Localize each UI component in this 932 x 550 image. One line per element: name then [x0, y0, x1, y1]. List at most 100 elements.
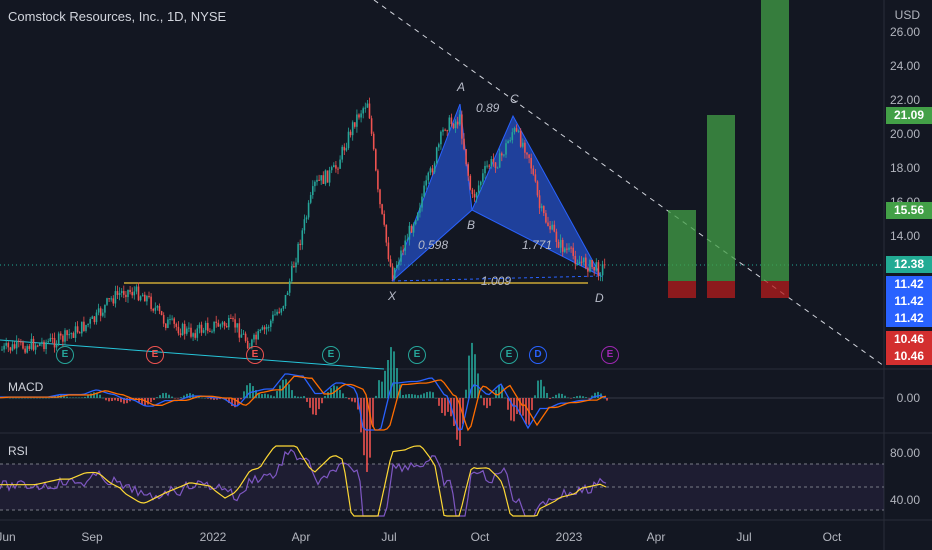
rsi-label[interactable]: RSI: [8, 444, 29, 458]
macd-histogram: [276, 391, 278, 398]
earnings-icon[interactable]: E: [500, 346, 518, 364]
macd-histogram: [348, 398, 350, 400]
candle-body: [385, 224, 388, 243]
candle-body: [339, 159, 341, 169]
macd-histogram: [18, 397, 20, 399]
candle-body: [45, 342, 47, 350]
candle-body: [448, 117, 451, 131]
candle-body: [471, 189, 474, 195]
macd-histogram: [342, 393, 344, 398]
macd-zero-tick: 0.00: [896, 391, 920, 405]
candle-body: [246, 340, 249, 349]
earnings-icon[interactable]: E: [601, 346, 619, 364]
macd-histogram: [264, 393, 266, 398]
candle-body: [267, 326, 270, 328]
candle-body: [95, 312, 98, 323]
macd-histogram: [9, 397, 11, 399]
candle-body: [501, 153, 503, 156]
candle-body: [43, 341, 45, 350]
candle-body: [461, 114, 463, 139]
candle-body: [370, 118, 373, 134]
macd-histogram: [471, 342, 473, 398]
macd-histogram: [576, 396, 578, 398]
symbol-title[interactable]: Comstock Resources, Inc., 1D, NYSE: [8, 9, 227, 24]
candle-body: [209, 330, 211, 332]
macd-histogram: [441, 398, 443, 413]
candle-body: [280, 308, 283, 313]
macd-histogram: [486, 398, 488, 409]
pattern-ratio-bd: 1.771: [522, 238, 553, 252]
candle-body: [118, 293, 121, 295]
candle-body: [291, 266, 293, 282]
candle-body: [85, 325, 87, 331]
candle-body: [263, 327, 266, 330]
macd-histogram: [456, 398, 458, 440]
macd-histogram: [411, 394, 413, 398]
candle-body: [215, 321, 217, 323]
candle-body: [211, 331, 213, 333]
macd-histogram: [336, 386, 338, 398]
candle-body: [589, 259, 591, 272]
candle-body: [55, 344, 58, 348]
macd-histogram: [99, 394, 101, 398]
candle-body: [547, 222, 549, 227]
pattern-ratio-xb: 0.598: [418, 238, 449, 252]
macd-histogram: [189, 393, 191, 398]
macd-histogram: [243, 391, 245, 398]
macd-histogram: [420, 394, 422, 398]
macd-histogram: [543, 386, 545, 398]
macd-label[interactable]: MACD: [8, 380, 44, 394]
macd-histogram: [534, 395, 536, 398]
candle-body: [456, 121, 459, 125]
candle-body: [360, 113, 362, 118]
macd-histogram: [168, 394, 170, 398]
candle-body: [387, 242, 390, 260]
macd-histogram: [204, 397, 206, 399]
macd-histogram: [507, 398, 509, 410]
candle-body: [152, 308, 154, 311]
pattern-point-c: C: [510, 92, 519, 106]
candle-body: [511, 132, 514, 141]
macd-histogram: [573, 397, 575, 398]
earnings-icon[interactable]: E: [246, 346, 264, 364]
candle-body: [137, 286, 140, 301]
dividend-icon[interactable]: D: [529, 346, 547, 364]
candle-body: [582, 257, 585, 263]
candle-body: [570, 247, 572, 249]
macd-histogram: [363, 398, 365, 456]
earnings-icon[interactable]: E: [322, 346, 340, 364]
candle-body: [524, 142, 526, 153]
candle-body: [347, 131, 350, 149]
currency-label: USD: [894, 8, 920, 22]
stop-zone: [668, 281, 696, 298]
candle-body: [282, 305, 285, 309]
candle-body: [454, 121, 457, 129]
candle-body: [144, 294, 146, 302]
candle-body: [11, 344, 14, 351]
x-tick: 2023: [555, 530, 583, 544]
candle-body: [74, 326, 77, 338]
candle-body: [427, 172, 430, 181]
candle-body: [202, 330, 205, 333]
candle-body: [580, 261, 583, 263]
macd-histogram: [504, 397, 506, 399]
candle-body: [601, 264, 604, 276]
candle-body: [425, 180, 427, 186]
candle-body: [519, 130, 522, 147]
macd-histogram: [300, 396, 302, 398]
macd-histogram: [255, 390, 257, 398]
candle-body: [219, 324, 222, 327]
candle-body: [181, 323, 184, 336]
earnings-icon[interactable]: E: [408, 346, 426, 364]
macd-histogram: [582, 396, 584, 398]
candle-body: [593, 266, 595, 271]
candle-body: [358, 114, 360, 118]
candle-body: [309, 195, 312, 203]
candle-body: [183, 323, 186, 334]
macd-histogram: [153, 398, 155, 400]
earnings-icon[interactable]: E: [146, 346, 164, 364]
candle-body: [20, 341, 22, 343]
earnings-icon[interactable]: E: [56, 346, 74, 364]
price-tag: 10.46: [886, 348, 932, 365]
